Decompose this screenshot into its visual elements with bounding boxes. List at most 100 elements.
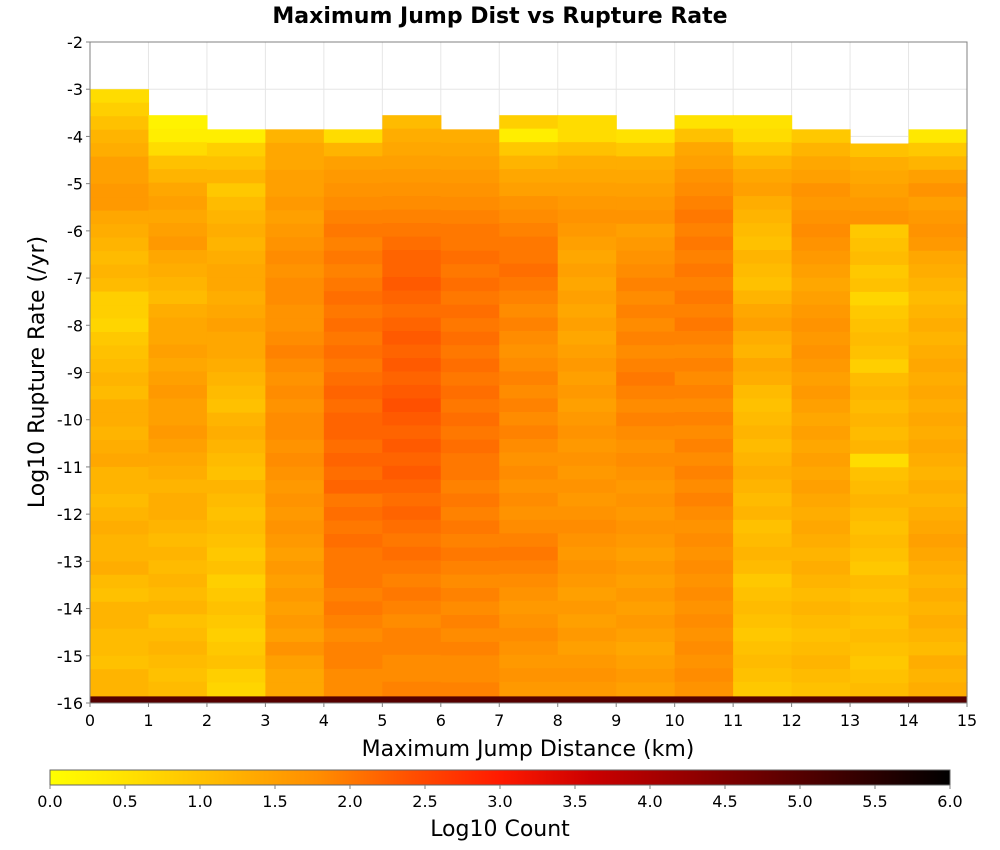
heatmap-cell [382, 236, 442, 251]
heatmap-cell [499, 654, 559, 669]
heatmap-cell [90, 251, 150, 266]
heatmap-cell [206, 534, 266, 549]
heatmap-cell [908, 399, 968, 414]
heatmap-cell [557, 465, 617, 480]
heatmap-cell [440, 318, 500, 333]
heatmap-cell [206, 560, 266, 576]
heatmap-cell [206, 237, 266, 252]
heatmap-cell [499, 506, 559, 521]
heatmap-cell [206, 250, 266, 265]
heatmap-cell [850, 386, 910, 401]
heatmap-cell [791, 628, 851, 643]
heatmap-cell [440, 358, 500, 373]
heatmap-cell [90, 291, 150, 306]
heatmap-cell [499, 573, 559, 588]
x-tick-label: 6 [436, 711, 446, 730]
heatmap-cell [265, 574, 325, 589]
heatmap-cell [148, 128, 208, 143]
heatmap-cell [499, 695, 559, 697]
heatmap-cell [148, 695, 208, 697]
heatmap-cell [323, 399, 383, 414]
heatmap-cell [616, 210, 676, 225]
heatmap-cell [733, 371, 793, 386]
heatmap-cell [90, 574, 150, 589]
heatmap-cell [908, 223, 968, 238]
heatmap-cell [791, 493, 851, 508]
heatmap-cell [499, 411, 559, 427]
heatmap-cell [265, 682, 325, 697]
heatmap-cell [265, 372, 325, 387]
heatmap-cell [850, 426, 910, 441]
heatmap-cell [90, 305, 150, 320]
heatmap-cell [499, 209, 559, 224]
heatmap-cell [148, 250, 208, 265]
heatmap-cell [90, 210, 150, 225]
heatmap-cell [499, 223, 559, 238]
heatmap-cell [791, 412, 851, 427]
heatmap-cell [323, 358, 383, 373]
plot-area [89, 41, 968, 704]
heatmap-cell [850, 305, 910, 320]
heatmap-cell [265, 547, 325, 562]
heatmap-cell [323, 601, 383, 616]
heatmap-cell [90, 143, 150, 158]
heatmap-cell [148, 438, 208, 454]
colorbar-tick-label: 4.5 [712, 792, 737, 811]
heatmap-cell [557, 250, 617, 265]
heatmap-cell [323, 372, 383, 387]
heatmap-cell [733, 169, 793, 184]
heatmap-cell [733, 654, 793, 669]
heatmap-cell [440, 614, 500, 630]
heatmap-cell [616, 520, 676, 535]
heatmap-cell [440, 345, 500, 360]
heatmap-cell [850, 683, 910, 697]
heatmap-cell [733, 155, 793, 170]
heatmap-cell [382, 398, 442, 413]
heatmap-cell [674, 479, 734, 494]
heatmap-cell [265, 318, 325, 333]
heatmap-cell [440, 668, 500, 684]
heatmap-cell [440, 520, 500, 535]
heatmap-cell [206, 129, 266, 144]
heatmap-cell [616, 304, 676, 319]
heatmap-cell [557, 506, 617, 521]
heatmap-cell [733, 600, 793, 615]
heatmap-cell [148, 155, 208, 170]
heatmap-cell [499, 546, 559, 561]
heatmap-cell [908, 574, 968, 589]
y-tick-label: -11 [57, 458, 83, 477]
heatmap-cell [733, 290, 793, 305]
heatmap-cell [440, 534, 500, 549]
heatmap-cell [265, 614, 325, 630]
heatmap-cell [265, 453, 325, 468]
heatmap-cell [206, 641, 266, 657]
heatmap-cell [206, 453, 266, 468]
heatmap-cell [206, 466, 266, 481]
heatmap-cell [674, 600, 734, 615]
heatmap-cell [674, 357, 734, 373]
heatmap-cell [382, 452, 442, 467]
heatmap-cell [382, 223, 442, 238]
colorbar-tick-label: 4.0 [637, 792, 662, 811]
heatmap-cell [382, 290, 442, 305]
heatmap-cell [206, 493, 266, 508]
heatmap-cell [616, 358, 676, 373]
heatmap-cell [616, 641, 676, 657]
heatmap-cell [323, 412, 383, 427]
heatmap-cell [499, 641, 559, 656]
heatmap-cell [499, 668, 559, 683]
heatmap-cells [90, 89, 968, 703]
heatmap-cell [90, 102, 150, 117]
heatmap-cell [616, 547, 676, 562]
heatmap-cell [908, 358, 968, 373]
heatmap-cell [616, 291, 676, 306]
heatmap-cell [90, 628, 150, 643]
heatmap-cell [674, 681, 734, 696]
heatmap-cell [850, 507, 910, 522]
heatmap-cell [674, 128, 734, 143]
x-axis-label: Maximum Jump Distance (km) [362, 737, 695, 762]
heatmap-cell [557, 317, 617, 332]
heatmap-cell [616, 277, 676, 292]
heatmap-cell [323, 156, 383, 171]
heatmap-cell [265, 169, 325, 184]
